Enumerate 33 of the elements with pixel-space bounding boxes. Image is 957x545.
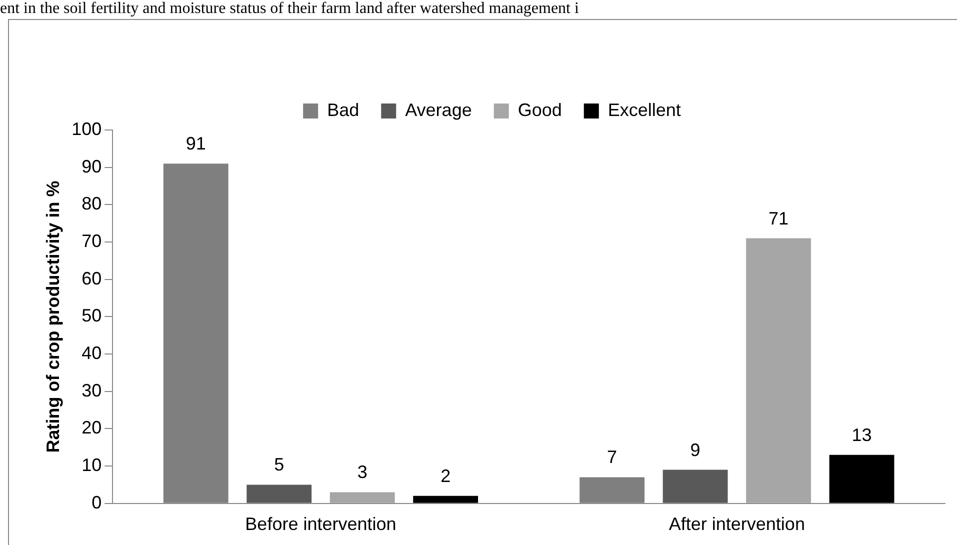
- y-axis-title: Rating of crop productivity in %: [42, 180, 63, 453]
- y-tick-label: 0: [92, 492, 102, 512]
- text: ent in the soil fertility and moisture status of their farm land after watershed management i: [0, 0, 579, 17]
- data-label: 71: [768, 208, 789, 228]
- data-label: 9: [690, 440, 700, 460]
- bar: [330, 492, 395, 503]
- x-tick-label: Before intervention: [245, 514, 396, 534]
- y-tick-label: 60: [82, 268, 102, 288]
- y-tick-label: 30: [82, 380, 102, 400]
- y-tick-label: 100: [72, 118, 102, 139]
- y-tick-label: 40: [82, 343, 102, 364]
- y-tick-label: 70: [82, 230, 102, 251]
- bar: [829, 454, 894, 503]
- legend-label: Good: [518, 100, 562, 120]
- legend-label: Bad: [327, 100, 360, 120]
- legend-label: Excellent: [608, 100, 681, 120]
- x-tick-label: After intervention: [668, 514, 805, 534]
- bar: [746, 238, 811, 503]
- bar: [246, 484, 312, 503]
- y-tick-label: 80: [82, 194, 102, 214]
- data-label: 3: [357, 462, 368, 482]
- bar: [662, 470, 728, 503]
- bar: [413, 496, 478, 503]
- y-tick-label: 20: [82, 418, 102, 438]
- data-label: 2: [440, 466, 451, 486]
- data-label: 91: [186, 134, 206, 154]
- data-label: 13: [852, 424, 872, 445]
- legend-label: Average: [405, 100, 472, 120]
- data-label: 5: [274, 454, 284, 475]
- data-label: 7: [607, 447, 618, 468]
- y-tick-label: 90: [82, 156, 102, 176]
- y-tick-label: 10: [82, 455, 102, 476]
- y-tick-label: 50: [82, 306, 102, 326]
